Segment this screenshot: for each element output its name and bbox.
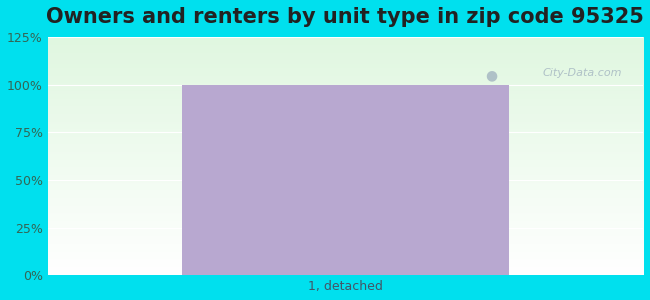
Text: City-Data.com: City-Data.com [543, 68, 622, 78]
Text: ●: ● [485, 68, 497, 82]
Bar [181, 85, 509, 275]
Title: Owners and renters by unit type in zip code 95325: Owners and renters by unit type in zip c… [46, 7, 644, 27]
